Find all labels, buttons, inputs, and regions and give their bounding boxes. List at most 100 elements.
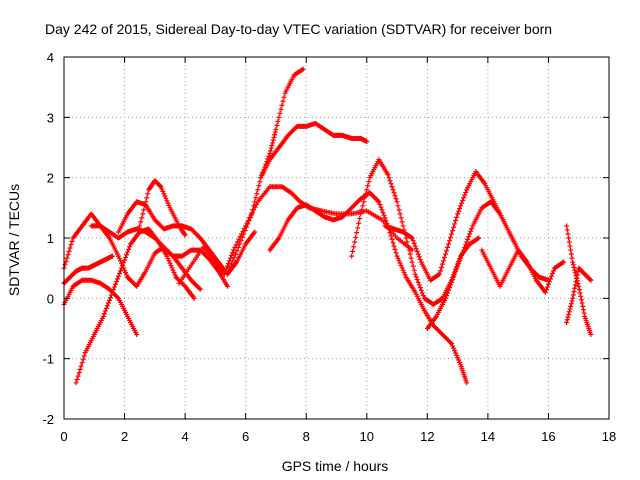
data-point bbox=[247, 214, 253, 220]
data-point bbox=[171, 270, 177, 276]
data-point bbox=[399, 265, 405, 271]
data-point bbox=[76, 370, 82, 376]
data-point bbox=[574, 272, 580, 278]
data-point bbox=[568, 303, 574, 309]
data-point bbox=[573, 279, 579, 285]
data-point bbox=[62, 262, 68, 268]
data-point bbox=[448, 234, 454, 240]
data-point bbox=[569, 255, 575, 261]
data-point bbox=[566, 309, 572, 315]
data-point bbox=[116, 273, 121, 279]
data-point bbox=[235, 244, 241, 250]
x-tick-label: 18 bbox=[602, 429, 616, 444]
data-point bbox=[406, 247, 412, 253]
data-point bbox=[275, 118, 281, 124]
data-point bbox=[118, 268, 124, 274]
data-point bbox=[273, 126, 279, 132]
data-point bbox=[396, 258, 402, 264]
data-point bbox=[405, 243, 411, 249]
data-point bbox=[438, 296, 444, 302]
data-point bbox=[75, 373, 81, 379]
data-point bbox=[109, 289, 115, 295]
data-point bbox=[112, 281, 118, 287]
data-point bbox=[124, 272, 130, 278]
data-point bbox=[580, 303, 586, 309]
data-point bbox=[398, 215, 404, 221]
data-point bbox=[103, 305, 109, 311]
data-point bbox=[450, 343, 456, 349]
x-tick-label: 2 bbox=[121, 429, 128, 444]
data-point bbox=[549, 271, 555, 277]
data-point bbox=[388, 181, 394, 187]
data-point bbox=[569, 298, 575, 304]
data-point bbox=[237, 241, 243, 247]
data-point bbox=[417, 256, 423, 262]
data-point bbox=[222, 269, 228, 275]
data-point bbox=[356, 220, 362, 226]
data-point bbox=[168, 262, 174, 268]
data-point bbox=[457, 206, 463, 212]
data-point bbox=[460, 197, 466, 203]
data-point bbox=[542, 289, 548, 295]
x-tick-label: 12 bbox=[420, 429, 434, 444]
data-point bbox=[241, 231, 247, 237]
data-point bbox=[409, 235, 415, 241]
data-point bbox=[197, 286, 203, 292]
data-point bbox=[571, 289, 577, 295]
data-point bbox=[277, 110, 283, 116]
data-point bbox=[570, 259, 576, 265]
data-point bbox=[416, 282, 422, 288]
data-point bbox=[464, 239, 470, 245]
data-point bbox=[233, 251, 239, 257]
data-point bbox=[165, 255, 171, 261]
data-point bbox=[448, 282, 454, 288]
data-point bbox=[250, 207, 256, 213]
data-point bbox=[418, 287, 424, 293]
data-point bbox=[420, 293, 426, 299]
data-point bbox=[577, 290, 583, 296]
series-prn-i bbox=[225, 66, 306, 277]
data-point bbox=[390, 240, 396, 246]
data-point bbox=[576, 283, 582, 289]
data-point bbox=[462, 192, 468, 198]
data-point bbox=[564, 319, 570, 325]
data-point bbox=[567, 243, 573, 249]
data-point bbox=[415, 279, 421, 285]
data-point bbox=[143, 199, 149, 205]
data-point bbox=[244, 220, 250, 226]
data-point bbox=[546, 279, 552, 285]
data-point bbox=[249, 211, 255, 217]
data-point bbox=[436, 271, 442, 277]
data-point bbox=[254, 191, 260, 197]
data-point bbox=[579, 300, 585, 306]
data-point bbox=[392, 246, 398, 252]
data-point bbox=[412, 271, 418, 277]
data-point bbox=[391, 243, 397, 249]
data-point bbox=[229, 261, 235, 267]
data-point bbox=[567, 306, 573, 312]
data-point bbox=[398, 262, 404, 268]
data-point bbox=[350, 248, 356, 254]
series-prn-c bbox=[73, 226, 197, 386]
data-point bbox=[400, 223, 406, 229]
data-point bbox=[548, 273, 554, 279]
data-point bbox=[120, 262, 126, 268]
data-point bbox=[566, 235, 572, 241]
data-point bbox=[267, 151, 273, 157]
data-point bbox=[379, 207, 385, 213]
data-point bbox=[243, 224, 249, 230]
data-point bbox=[395, 255, 401, 261]
data-point bbox=[163, 195, 169, 201]
data-point bbox=[452, 348, 458, 354]
data-point bbox=[580, 307, 586, 313]
data-point bbox=[366, 179, 372, 185]
data-point bbox=[380, 210, 386, 216]
data-point bbox=[358, 211, 364, 217]
data-point bbox=[268, 145, 274, 151]
data-point bbox=[449, 341, 455, 347]
data-point bbox=[404, 239, 410, 245]
data-point bbox=[466, 234, 472, 240]
data-point bbox=[467, 231, 473, 237]
data-point bbox=[225, 283, 230, 289]
